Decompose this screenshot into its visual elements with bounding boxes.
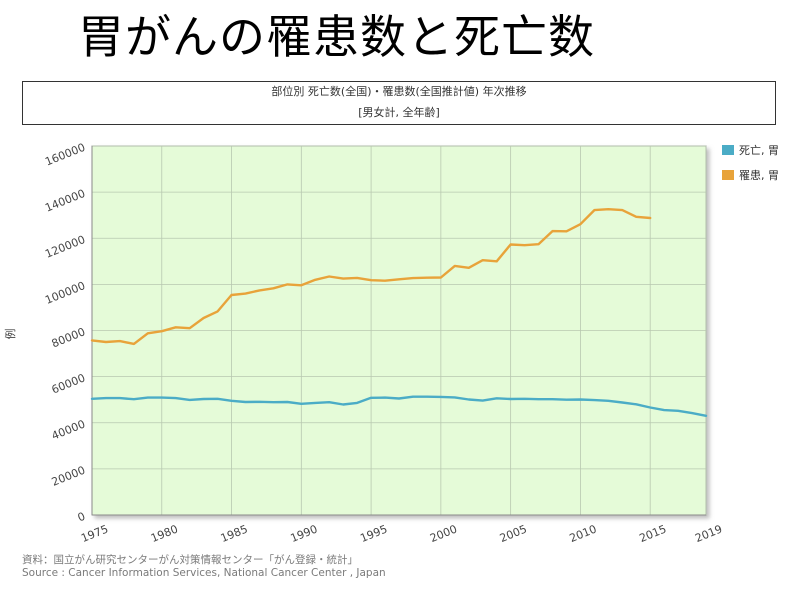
x-tick-label: 1990 bbox=[289, 522, 320, 545]
y-tick-label: 100000 bbox=[43, 279, 87, 307]
legend-swatch bbox=[722, 145, 734, 155]
legend-swatch bbox=[722, 170, 734, 180]
source-credit-japanese: 資料：国立がん研究センターがん対策情報センター「がん登録・統計」 bbox=[22, 554, 358, 566]
y-tick-label: 120000 bbox=[43, 233, 87, 261]
x-tick-label: 2015 bbox=[637, 522, 668, 545]
x-tick-label: 2019 bbox=[693, 522, 724, 545]
chart-title: 部位別 死亡数(全国)・罹患数(全国推計値) 年次推移 bbox=[271, 85, 527, 98]
x-tick-label: 1980 bbox=[149, 522, 180, 545]
x-tick-label: 2005 bbox=[498, 522, 529, 545]
series-line-1 bbox=[90, 395, 708, 417]
y-tick-label: 60000 bbox=[50, 371, 87, 396]
x-tick-label: 2000 bbox=[428, 522, 459, 545]
x-tick-label: 1995 bbox=[358, 522, 389, 545]
legend-label: 死亡, 胃 bbox=[739, 143, 779, 157]
chart-header-box: 部位別 死亡数(全国)・罹患数(全国推計値) 年次推移 [男女計, 全年齢] bbox=[22, 81, 776, 125]
y-tick-label: 40000 bbox=[50, 417, 87, 442]
y-tick-label: 140000 bbox=[43, 187, 87, 215]
y-tick-label: 160000 bbox=[43, 141, 87, 169]
x-tick-label: 2010 bbox=[568, 522, 599, 545]
x-tick-label: 1985 bbox=[219, 522, 250, 545]
slide-title: 胃がんの罹患数と死亡数 bbox=[78, 10, 595, 64]
series-line-2 bbox=[90, 207, 652, 346]
x-tick-label: 1975 bbox=[79, 522, 110, 545]
y-axis-label: 例 bbox=[3, 329, 17, 340]
chart-subtitle: [男女計, 全年齢] bbox=[358, 106, 440, 119]
legend-label: 罹患, 胃 bbox=[739, 169, 779, 182]
y-tick-label: 80000 bbox=[50, 325, 87, 350]
y-tick-label: 0 bbox=[76, 510, 87, 525]
source-credit-english: Source : Cancer Information Services, Na… bbox=[22, 567, 386, 579]
y-tick-label: 20000 bbox=[50, 464, 87, 489]
